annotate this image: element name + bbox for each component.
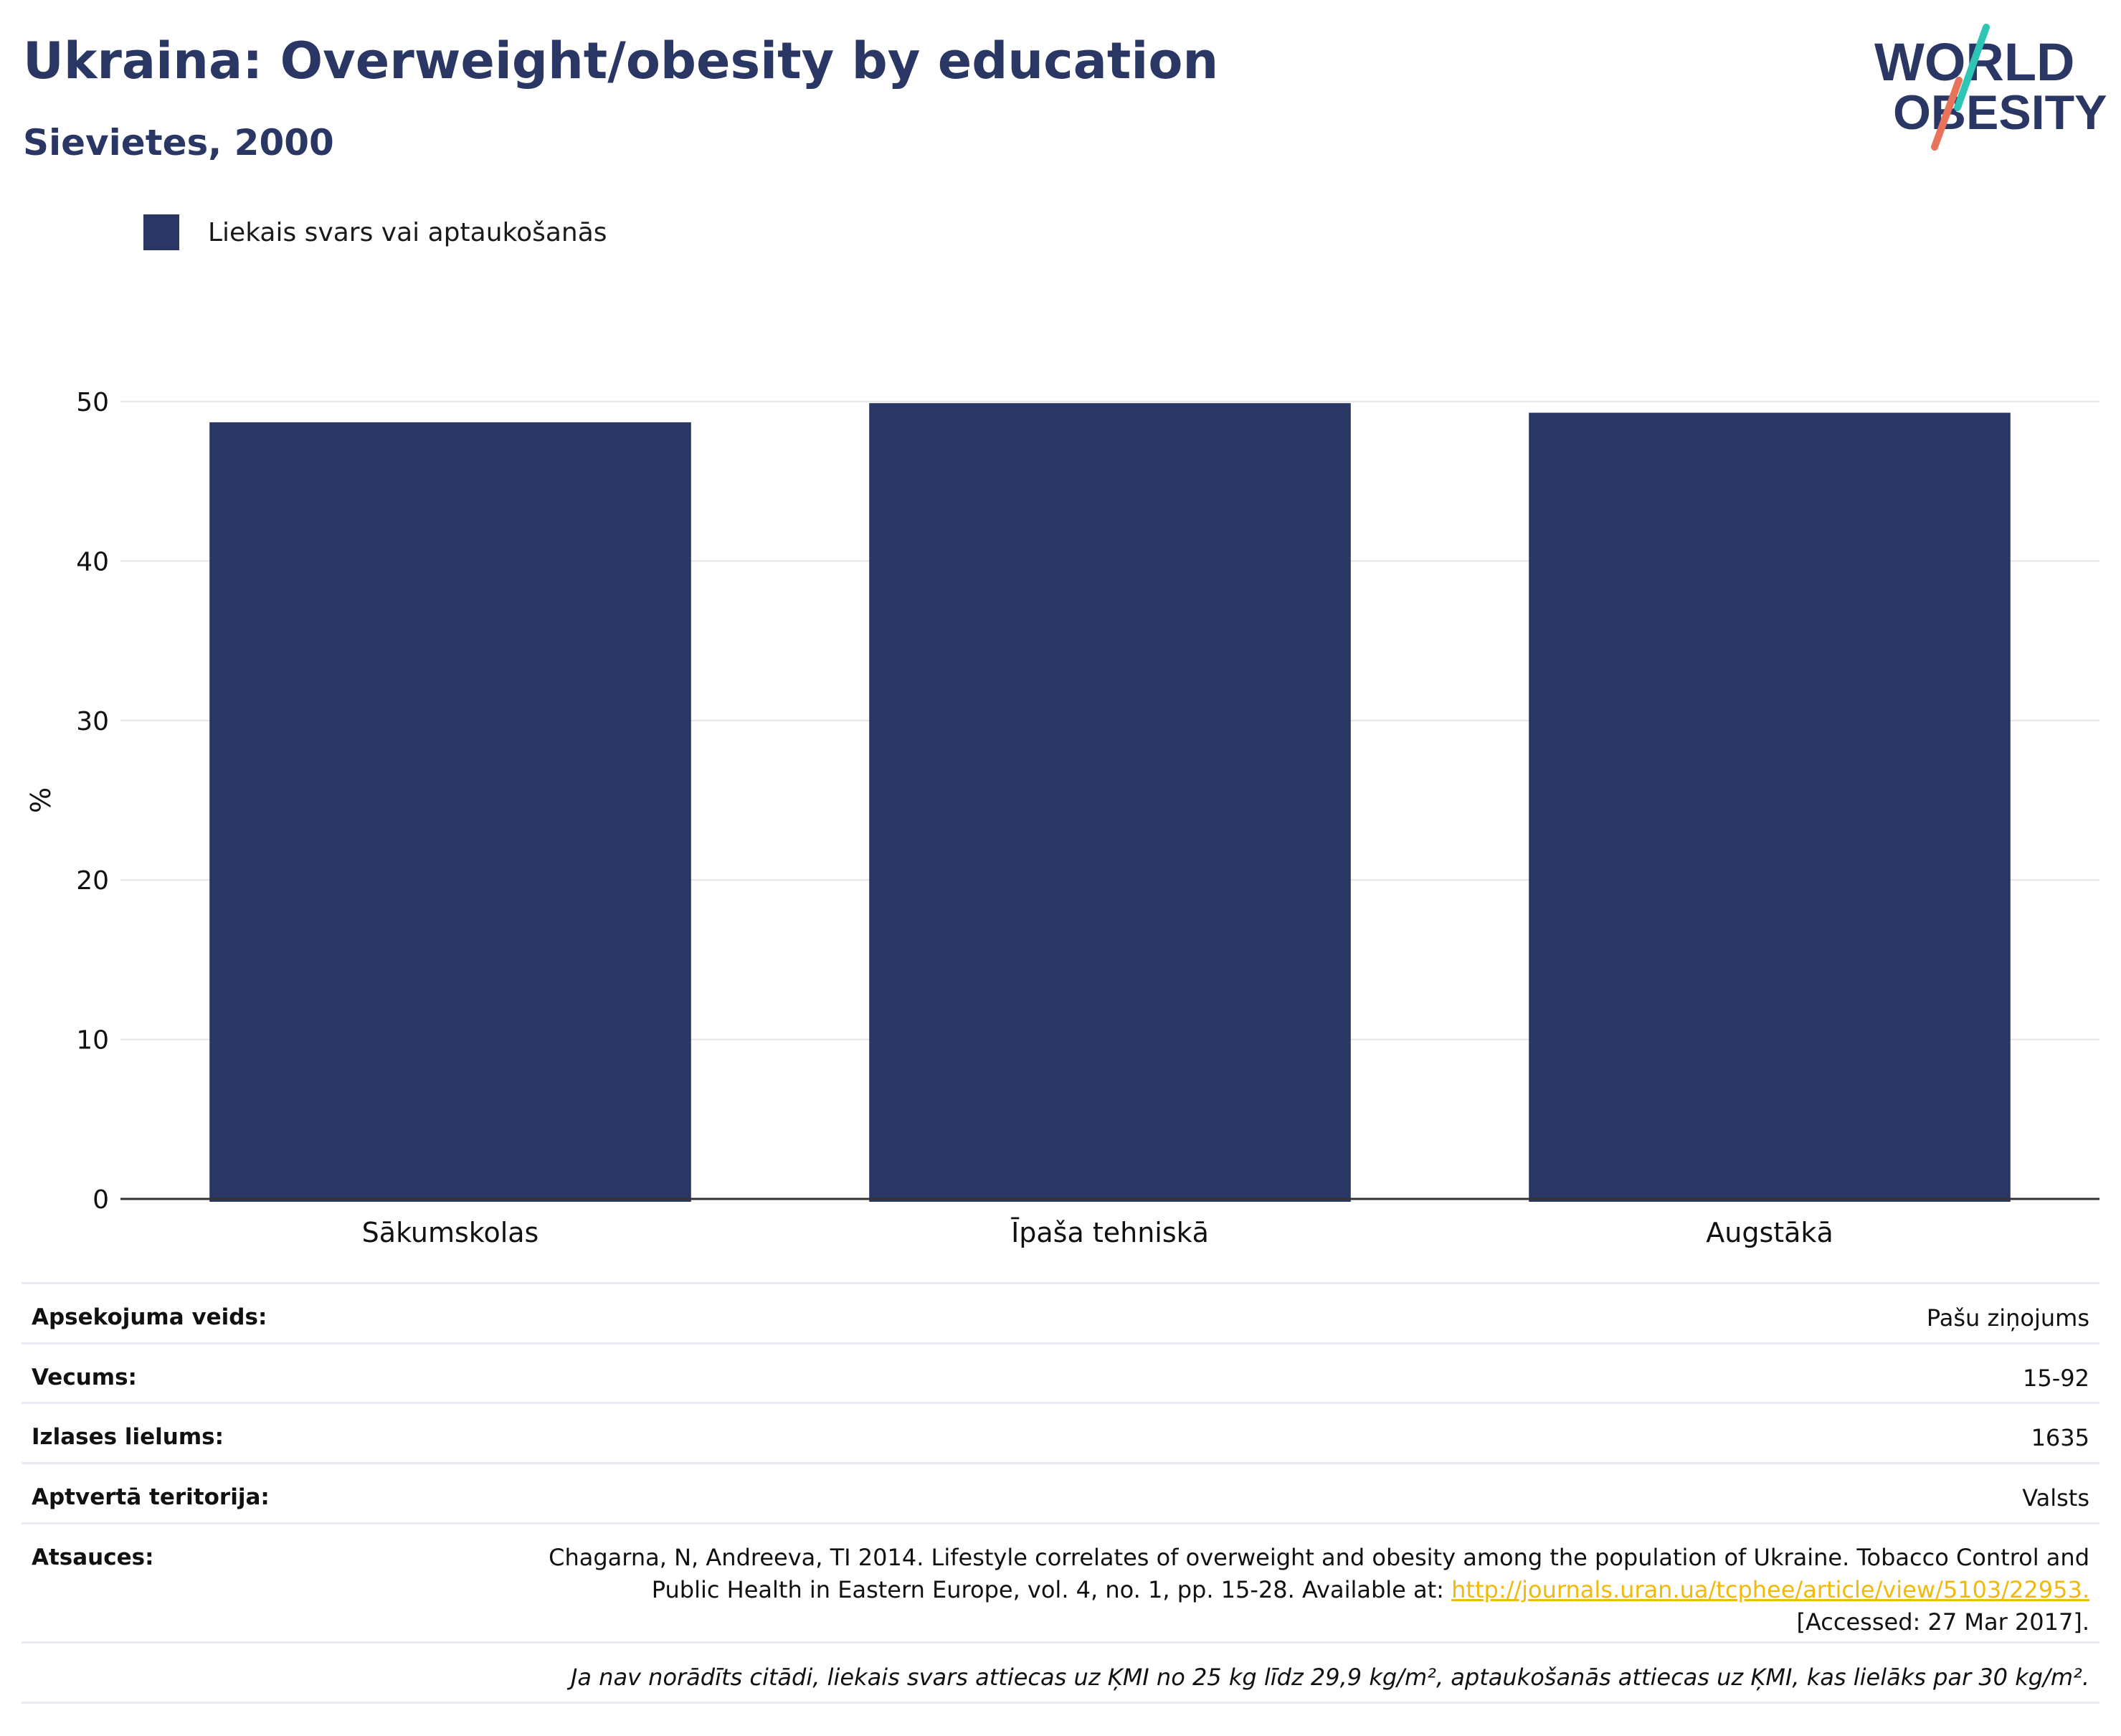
age-value: 15-92 (2023, 1365, 2089, 1392)
age-label: Vecums: (32, 1365, 137, 1390)
chart-title: Ukraina: Overweight/obesity by education (23, 32, 1219, 90)
x-tick-label: Īpaša tehniskā (1011, 1217, 1209, 1248)
bar-chart: 0 10 20 30 40 50 Sākumskolas Īpaša tehniskā Aug… (25, 388, 2099, 1248)
y-tick-label: 30 (76, 707, 109, 736)
x-tick-label: Augstākā (1706, 1217, 1833, 1248)
info-row-survey-type: Apsekojuma veids: Pašu ziņojums (22, 1282, 2099, 1342)
y-tick-label: 10 (76, 1026, 109, 1056)
coverage-value: Valsts (2022, 1484, 2089, 1512)
x-tick-labels: Sākumskolas Īpaša tehniskā Augstākā (362, 1217, 1833, 1248)
info-row-references: Atsauces: Chagarna, N, Andreeva, TI 2014… (22, 1522, 2099, 1641)
sample-size-label: Izlases lielums: (32, 1424, 224, 1450)
bars (209, 403, 2011, 1202)
world-obesity-logo: WORLD OBESITY (1874, 24, 2107, 151)
logo-text-obesity: OBESITY (1893, 85, 2107, 140)
references-text-after: [Accessed: 27 Mar 2017]. (1796, 1608, 2089, 1636)
y-tick-labels: 0 10 20 30 40 50 (76, 388, 109, 1215)
y-axis-label: % (25, 787, 57, 813)
logo-slash-bottom (1931, 77, 1963, 151)
info-row-coverage: Aptvertā teritorija: Valsts (22, 1462, 2099, 1522)
references-text-before: Chagarna, N, Andreeva, TI 2014. Lifestyl… (549, 1544, 2089, 1603)
survey-type-value: Pašu ziņojums (1926, 1304, 2089, 1332)
logo-slash-top (1954, 24, 1990, 111)
bar-2[interactable] (1529, 412, 2011, 1202)
legend-label[interactable]: Liekais svars vai aptaukošanās (208, 217, 607, 247)
bmi-definition-note: Ja nav norādīts citādi, liekais svars at… (570, 1664, 2089, 1691)
x-tick-label: Sākumskolas (362, 1217, 539, 1248)
y-tick-label: 50 (76, 388, 109, 417)
y-tick-label: 40 (76, 547, 109, 577)
info-row-age: Vecums: 15-92 (22, 1342, 2099, 1402)
legend-swatch[interactable] (143, 214, 179, 250)
chart-legend: Liekais svars vai aptaukošanās (143, 214, 607, 251)
sample-size-value: 1635 (2031, 1424, 2089, 1451)
references-label: Atsauces: (32, 1545, 154, 1570)
survey-info-table: Apsekojuma veids: Pašu ziņojums Vecums: … (22, 1282, 2099, 1704)
y-tick-label: 20 (76, 866, 109, 896)
bar-0[interactable] (209, 422, 691, 1202)
survey-type-label: Apsekojuma veids: (32, 1304, 267, 1330)
y-tick-label: 0 (92, 1185, 109, 1215)
info-row-sample-size: Izlases lielums: 1635 (22, 1402, 2099, 1462)
bar-1[interactable] (869, 403, 1351, 1202)
chart-subtitle: Sievietes, 2000 (23, 122, 334, 163)
table-bottom-border (22, 1702, 2099, 1704)
references-link[interactable]: http://journals.uran.ua/tcphee/article/v… (1451, 1576, 2089, 1603)
references-value: Chagarna, N, Andreeva, TI 2014. Lifestyl… (548, 1542, 2089, 1638)
info-row-note: Ja nav norādīts citādi, liekais svars at… (22, 1641, 2099, 1702)
coverage-label: Aptvertā teritorija: (32, 1484, 270, 1510)
